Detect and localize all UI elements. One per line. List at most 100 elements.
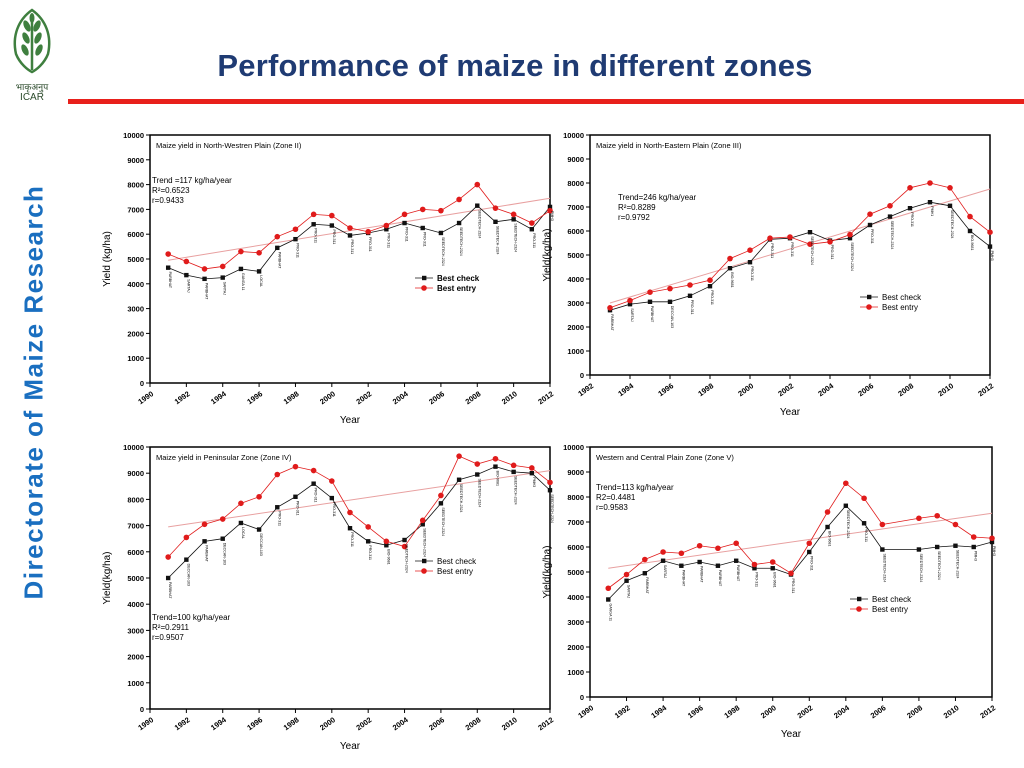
x-tick-label: 2012 [978, 703, 997, 720]
best-entry-point [947, 185, 953, 191]
best-entry-point [347, 225, 353, 231]
y-tick-label: 0 [580, 693, 584, 702]
point-label: SEEDTECH-2324 [477, 210, 481, 239]
chart-zone-5-svg: 0 1000 2000 3000 4000 5000 6000 7000 8000 9000 100… [542, 443, 997, 740]
trend-line [609, 188, 991, 304]
point-label: PRO-311 [350, 239, 354, 254]
point-label: SARTAJ [627, 585, 631, 599]
y-tick-label: 9000 [567, 468, 584, 477]
point-label: PRO-311 [368, 545, 372, 560]
best-check-point [953, 543, 958, 548]
point-label: SEEDTECH-2324 [514, 476, 518, 505]
point-label: SEEDTECH-2324 [846, 510, 850, 539]
point-label: PARBHAT [718, 570, 722, 587]
point-label: PRO-311 [750, 266, 754, 281]
best-check-point [707, 284, 713, 289]
trend-annotation: Trend=246 kg/ha/year [618, 193, 697, 202]
best-check-point [329, 223, 335, 228]
best-check-point [402, 220, 407, 226]
x-tick-label: 2002 [354, 389, 373, 406]
trend-line [168, 470, 551, 528]
best-check-point [438, 501, 444, 506]
best-check-point [752, 566, 757, 571]
best-entry-point [952, 521, 959, 528]
y-tick-label: 2000 [127, 653, 144, 662]
point-label: SEEDTECH-2324 [495, 226, 499, 255]
best-check-point [606, 597, 611, 602]
best-entry-point [529, 465, 535, 471]
trend-line [608, 512, 993, 569]
best-entry-point [733, 540, 739, 547]
best-entry-point [715, 545, 721, 552]
best-check-point [807, 549, 812, 555]
best-check-point [529, 471, 535, 476]
point-label: SEEDTECH-2324 [882, 554, 886, 583]
best-check-point [402, 537, 407, 543]
x-tick-label: 2002 [354, 715, 373, 732]
best-check-point [747, 260, 753, 265]
best-check-point [347, 233, 353, 238]
x-tick-label: 2010 [936, 381, 955, 398]
best-entry-point [916, 515, 922, 522]
point-label: PARBHAT [700, 566, 704, 583]
x-tick-label: 2000 [736, 381, 755, 398]
best-check-point [547, 204, 553, 210]
best-check-point [420, 522, 425, 527]
best-entry-point [627, 297, 633, 304]
best-entry-point [401, 543, 408, 550]
point-label: SEEDTECH-2324 [955, 550, 959, 579]
point-label: PARBHAT [168, 582, 172, 599]
trend-annotation: R²=0.6523 [152, 186, 190, 195]
best-entry-point [274, 471, 281, 478]
best-entry-point [967, 213, 973, 220]
point-label: PRO-311 [314, 228, 318, 243]
side-title: Directorate of Maize Research [18, 184, 49, 600]
best-check-point [843, 503, 849, 508]
x-tick-label: 2004 [391, 715, 411, 732]
point-label: BIO-9681 [773, 572, 777, 587]
point-label: PRO-311 [870, 229, 874, 244]
best-check-point [184, 557, 189, 562]
point-label: SARTAJ [630, 308, 634, 322]
best-check-point [807, 230, 813, 235]
best-check-point [511, 469, 516, 475]
y-tick-label: 10000 [563, 443, 584, 452]
best-entry-point [510, 462, 517, 469]
best-check-point [456, 477, 462, 482]
best-entry-point [292, 226, 299, 233]
series-line-best-entry [167, 455, 551, 558]
series-line-best-entry [609, 182, 991, 309]
point-label: PARBHAT [205, 545, 209, 562]
point-label: PRO-311 [295, 501, 299, 516]
legend-marker-best-entry [421, 285, 427, 291]
best-entry-point [329, 478, 335, 484]
best-check-point [947, 203, 953, 208]
point-label: PRO-311 [295, 243, 299, 258]
best-entry-point [256, 493, 262, 500]
best-entry-point [660, 549, 666, 555]
legend-label: Best entry [437, 567, 473, 576]
best-entry-point [329, 212, 335, 219]
best-entry-point [843, 480, 849, 487]
best-check-point [733, 558, 739, 563]
legend-label: Best check [437, 274, 480, 283]
x-axis-label: Year [781, 729, 802, 740]
best-check-point [311, 222, 316, 227]
best-entry-point [165, 251, 171, 257]
point-label: PARBHAT [645, 577, 649, 594]
point-label: SEEDTECH-2324 [950, 210, 954, 239]
best-entry-point [887, 203, 893, 209]
point-label: SARTAJ [223, 282, 227, 296]
best-entry-point [879, 521, 886, 528]
best-entry-point [607, 305, 613, 311]
y-tick-label: 8000 [127, 181, 144, 190]
legend-label: Best check [882, 293, 922, 302]
best-check-point [987, 244, 993, 249]
best-entry-point [419, 206, 426, 213]
point-label: PARBHAT [610, 314, 614, 331]
best-check-point [493, 219, 498, 224]
point-label: PARBHAT [168, 272, 172, 289]
x-axis-label: Year [340, 415, 361, 426]
y-tick-label: 3000 [127, 305, 144, 314]
best-check-point [275, 505, 280, 510]
